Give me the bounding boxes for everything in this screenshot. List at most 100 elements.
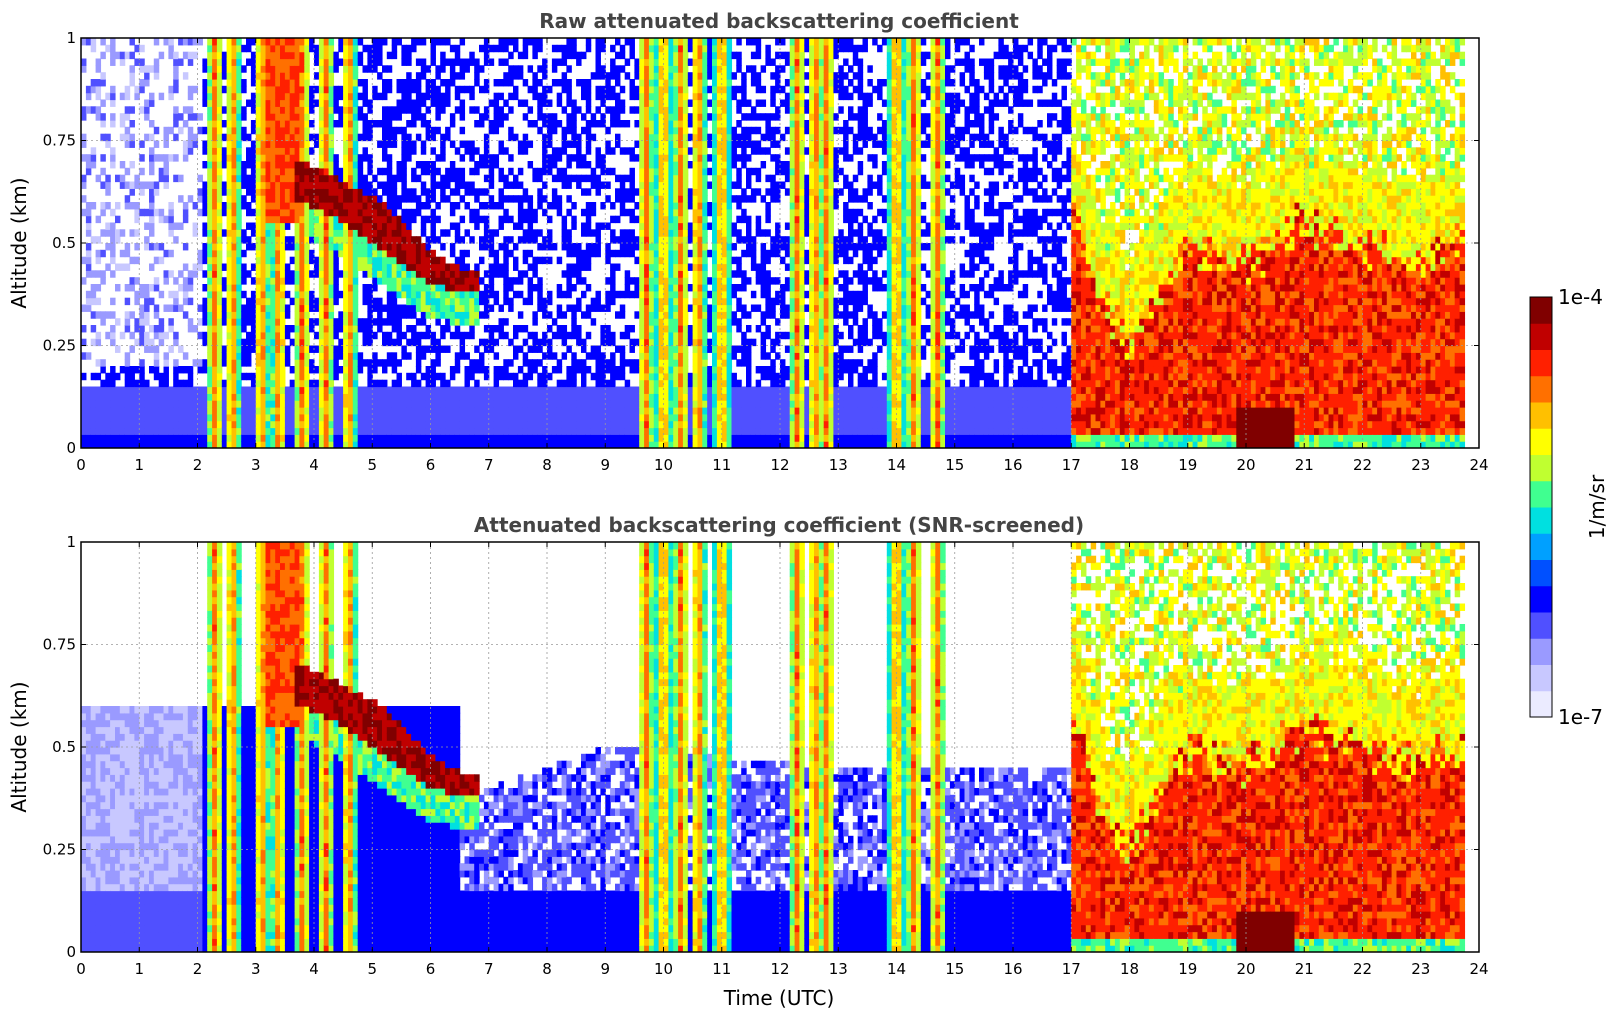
heatmap-cell [299,106,305,114]
heatmap-cell [241,345,247,353]
heatmap-cell [663,174,669,183]
heatmap-cell [474,161,480,169]
heatmap-cell [367,331,373,340]
heatmap-cell [221,154,228,162]
heatmap-cell [469,215,475,224]
heatmap-cell [250,263,257,271]
heatmap-cell [367,161,373,169]
heatmap-cell [144,345,150,353]
heatmap-cell [348,215,354,224]
heatmap-cell [197,434,203,442]
heatmap-cell [270,215,276,224]
heatmap-cell [348,174,354,183]
heatmap-cell [372,386,378,394]
heatmap-cell [314,195,320,203]
heatmap-cell [231,154,237,162]
heatmap-cell [139,359,145,367]
heatmap-cell [430,379,436,388]
heatmap-cell [522,99,529,107]
heatmap-cell [547,434,553,442]
heatmap-cell [561,407,568,415]
heatmap-cell [648,222,655,230]
heatmap-cell [323,325,330,333]
heatmap-cell [663,85,669,94]
heatmap-cell [314,133,320,142]
heatmap-cell [284,154,291,162]
heatmap-cell [561,441,568,448]
heatmap-cell [377,92,383,101]
heatmap-cell [270,188,276,196]
heatmap-cell [289,386,296,394]
heatmap-cell [367,133,373,142]
heatmap-cell [212,44,218,53]
heatmap-cell [110,161,116,169]
heatmap-cell [255,58,262,66]
heatmap-cell [318,188,325,196]
heatmap-cell [372,413,378,422]
heatmap-cell [333,181,339,189]
heatmap-cell [246,58,252,66]
heatmap-cell [372,407,378,415]
heatmap-cell [585,161,592,169]
heatmap-cell [163,427,169,435]
heatmap-cell [212,318,218,326]
heatmap-cell [382,256,388,265]
heatmap-cell [425,400,432,408]
heatmap-cell [236,249,242,258]
heatmap-cell [430,284,436,292]
heatmap-cell [207,359,213,367]
heatmap-cell [469,359,475,367]
heatmap-cell [362,147,368,155]
heatmap-cell [483,284,490,292]
heatmap-cell [459,65,466,73]
heatmap-cell [236,441,242,448]
heatmap-cell [115,386,121,394]
heatmap-cell [571,413,577,422]
heatmap-cell [396,393,402,401]
heatmap-cell [81,304,87,312]
heatmap-cell [498,366,504,374]
heatmap-cell [561,236,568,244]
heatmap-cell [95,420,102,429]
heatmap-cell [226,106,233,114]
heatmap-cell [207,441,213,448]
heatmap-cell [309,420,315,429]
heatmap-cell [100,181,106,189]
heatmap-cell [231,243,237,251]
heatmap-cell [454,352,461,360]
heatmap-cell [212,229,218,237]
heatmap-cell [411,413,417,422]
heatmap-cell [605,277,611,285]
heatmap-cell [396,427,402,435]
heatmap-cell [585,263,592,271]
heatmap-cell [323,345,330,353]
heatmap-cell [459,58,466,66]
heatmap-cell [653,284,660,292]
heatmap-cell [318,65,325,73]
heatmap-cell [576,243,582,251]
heatmap-cell [280,113,286,121]
heatmap-cell [95,407,102,415]
heatmap-cell [236,72,242,80]
heatmap-cell [629,427,635,435]
heatmap-cell [265,407,271,415]
heatmap-cell [168,215,174,224]
heatmap-cell [479,65,485,73]
heatmap-cell [595,243,601,251]
heatmap-cell [362,290,368,299]
heatmap-cell [275,393,281,401]
heatmap-cell [304,120,310,128]
heatmap-cell [85,38,92,46]
heatmap-cell [406,249,412,258]
heatmap-cell [542,243,548,251]
heatmap-cell [615,99,621,107]
heatmap-cell [377,215,383,224]
heatmap-cell [527,195,534,203]
heatmap-cell [197,400,203,408]
heatmap-cell [372,297,378,306]
heatmap-cell [396,126,402,135]
heatmap-cell [542,400,548,408]
heatmap-cell [207,420,213,429]
heatmap-cell [294,38,301,46]
heatmap-cell [469,393,475,401]
